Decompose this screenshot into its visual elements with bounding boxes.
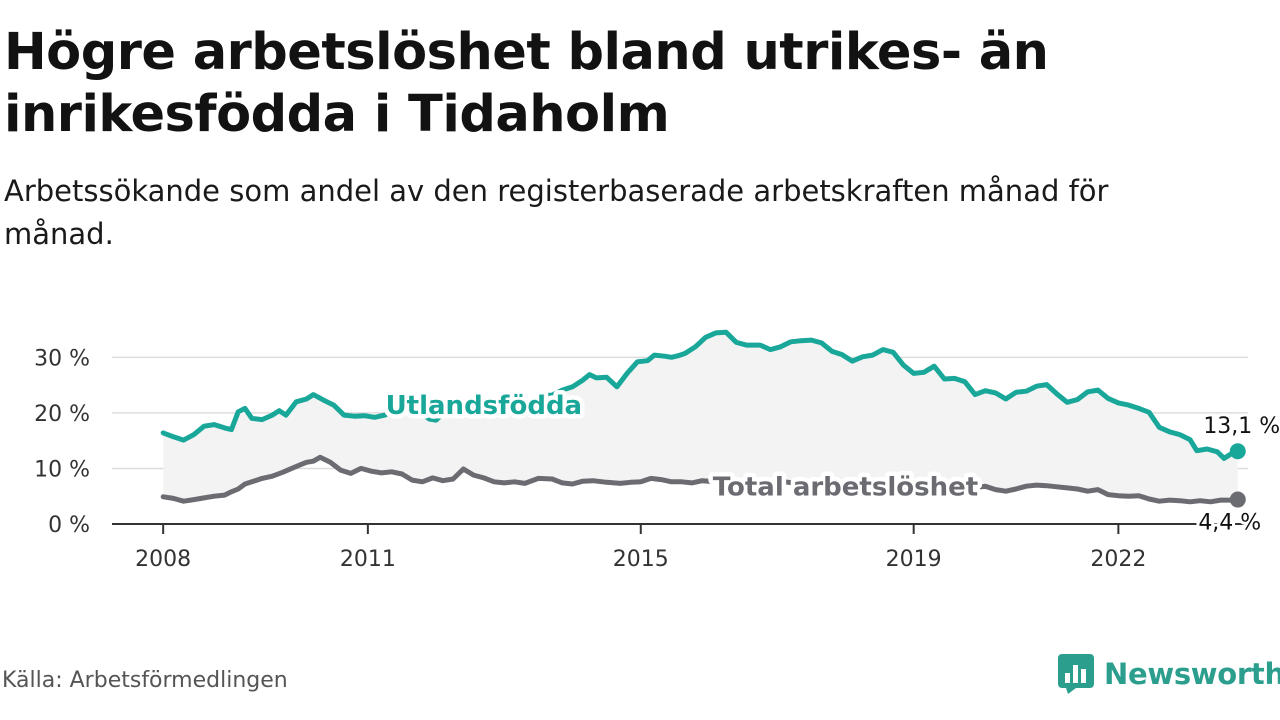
brand-name: Newsworthy: [1104, 657, 1280, 691]
y-tick-label: 20 %: [34, 402, 90, 427]
range-band: [163, 332, 1238, 502]
x-tick-label: 2015: [613, 547, 669, 572]
source-note: Källa: Arbetsförmedlingen: [2, 668, 288, 693]
series-annotation: Utlandsfödda: [386, 391, 583, 421]
x-tick-label: 2022: [1090, 547, 1146, 572]
y-tick-label: 30 %: [34, 346, 90, 371]
series-lines: [160, 329, 1246, 508]
y-tick-label: 10 %: [34, 457, 90, 482]
end-value-label: 13,1 %: [1203, 414, 1280, 439]
bar-chart-icon: [1058, 654, 1094, 694]
series-line: [160, 329, 1241, 461]
end-value-label: 4,4 %: [1198, 511, 1261, 536]
end-point-marker: [1229, 491, 1246, 508]
series-line: [160, 454, 1241, 505]
series-annotation: Total arbetslöshet: [713, 473, 978, 503]
page-title: Högre arbetslöshet bland utrikes- än inr…: [4, 23, 1049, 144]
line-chart: 0 % 10 % 20 % 30 % 2008 2011 2015 2019 2022 Utla…: [34, 329, 1280, 572]
page-subtitle: Arbetssökande som andel av den registerb…: [4, 174, 1109, 251]
axes: 0 % 10 % 20 % 30 % 2008 2011 2015 2019 2022: [34, 346, 1248, 572]
x-tick-label: 2011: [340, 547, 396, 572]
y-tick-label: 0 %: [48, 513, 90, 538]
x-tick-label: 2008: [135, 547, 191, 572]
x-tick-label: 2019: [886, 547, 942, 572]
labels: Utlandsfödda Total arbetslöshet 13,1 % 4,4 …: [381, 387, 1280, 539]
newsworthy-logo[interactable]: Newsworthy: [1058, 654, 1280, 694]
end-point-marker: [1229, 443, 1246, 460]
